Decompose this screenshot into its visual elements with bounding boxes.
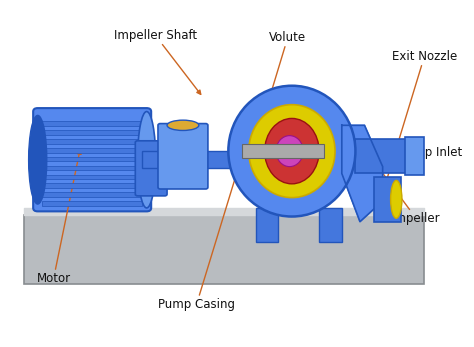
Bar	[374, 177, 401, 222]
Ellipse shape	[137, 111, 156, 208]
Bar	[42, 193, 142, 197]
Bar	[42, 166, 142, 170]
FancyBboxPatch shape	[158, 124, 208, 189]
Bar	[42, 148, 142, 152]
Polygon shape	[342, 125, 383, 222]
FancyBboxPatch shape	[33, 108, 151, 211]
Bar	[319, 208, 342, 242]
Text: Impeller Shaft: Impeller Shaft	[114, 29, 201, 94]
Text: Pump Casing: Pump Casing	[158, 116, 255, 311]
Bar	[356, 139, 414, 174]
FancyBboxPatch shape	[135, 141, 167, 196]
Text: Volute: Volute	[261, 31, 306, 125]
Ellipse shape	[408, 139, 421, 174]
Bar	[42, 139, 142, 144]
Ellipse shape	[264, 118, 319, 184]
Ellipse shape	[391, 180, 402, 218]
Text: Motor: Motor	[36, 150, 81, 285]
Text: Pump Inlet: Pump Inlet	[399, 146, 462, 163]
Ellipse shape	[249, 105, 335, 197]
Ellipse shape	[28, 116, 47, 204]
Bar	[42, 201, 142, 206]
Bar	[42, 130, 142, 135]
Bar	[42, 121, 142, 126]
Bar	[405, 137, 423, 175]
Bar	[42, 175, 142, 179]
Bar	[142, 151, 242, 168]
Ellipse shape	[276, 136, 303, 167]
Ellipse shape	[228, 86, 356, 217]
Bar	[255, 208, 278, 242]
Ellipse shape	[167, 120, 199, 130]
Bar	[242, 144, 324, 158]
FancyBboxPatch shape	[24, 215, 423, 283]
Bar	[42, 156, 142, 161]
Text: Impeller: Impeller	[363, 146, 440, 225]
Text: Exit Nozzle: Exit Nozzle	[379, 50, 457, 204]
Bar	[42, 184, 142, 188]
